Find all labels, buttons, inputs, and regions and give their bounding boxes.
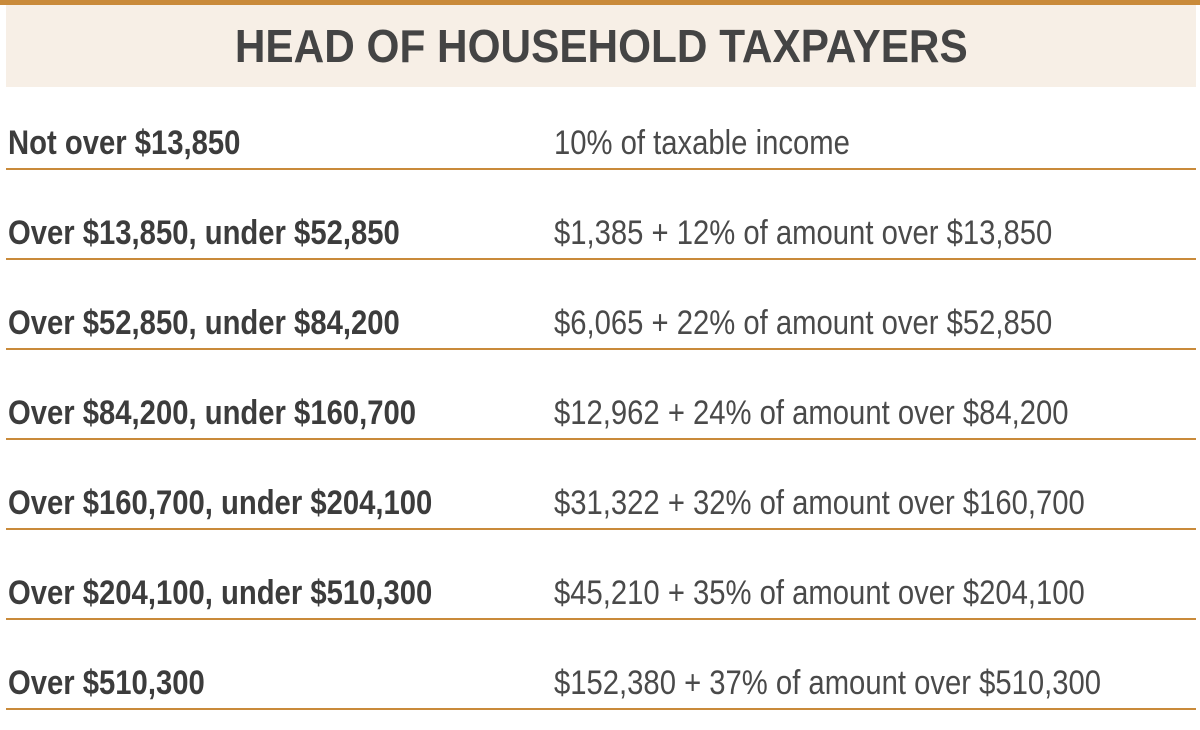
- bracket-range: Over $52,850, under $84,200: [8, 304, 400, 342]
- table-row: Not over $13,850 10% of taxable income: [6, 100, 1196, 190]
- bracket-rate: $31,322 + 32% of amount over $160,700: [554, 484, 1085, 522]
- table-row: Over $52,850, under $84,200 $6,065 + 22%…: [6, 280, 1196, 370]
- table-row: Over $204,100, under $510,300 $45,210 + …: [6, 550, 1196, 640]
- row-divider: [6, 618, 1196, 620]
- bracket-rate: $1,385 + 12% of amount over $13,850: [554, 214, 1053, 252]
- row-divider: [6, 708, 1196, 710]
- bracket-rate: $6,065 + 22% of amount over $52,850: [554, 304, 1053, 342]
- title-band: HEAD OF HOUSEHOLD TAXPAYERS: [6, 5, 1196, 87]
- bracket-range: Over $160,700, under $204,100: [8, 484, 433, 522]
- bracket-range: Over $84,200, under $160,700: [8, 394, 417, 432]
- row-divider: [6, 528, 1196, 530]
- bracket-rate: $45,210 + 35% of amount over $204,100: [554, 574, 1085, 612]
- bracket-rate: $12,962 + 24% of amount over $84,200: [554, 394, 1069, 432]
- row-divider: [6, 348, 1196, 350]
- page-title: HEAD OF HOUSEHOLD TAXPAYERS: [234, 20, 968, 72]
- bracket-rate: $152,380 + 37% of amount over $510,300: [554, 664, 1102, 702]
- table-row: Over $160,700, under $204,100 $31,322 + …: [6, 460, 1196, 550]
- table-row: Over $510,300 $152,380 + 37% of amount o…: [6, 640, 1196, 730]
- top-accent-rule: [0, 0, 1200, 5]
- table-row: Over $84,200, under $160,700 $12,962 + 2…: [6, 370, 1196, 460]
- table-row: Over $13,850, under $52,850 $1,385 + 12%…: [6, 190, 1196, 280]
- bracket-range: Over $13,850, under $52,850: [8, 214, 400, 252]
- tax-bracket-table: Not over $13,850 10% of taxable income O…: [6, 100, 1196, 730]
- row-divider: [6, 168, 1196, 170]
- bracket-range: Not over $13,850: [8, 124, 241, 162]
- row-divider: [6, 438, 1196, 440]
- bracket-rate: 10% of taxable income: [554, 124, 850, 162]
- row-divider: [6, 258, 1196, 260]
- bracket-range: Over $204,100, under $510,300: [8, 574, 433, 612]
- bracket-range: Over $510,300: [8, 664, 205, 702]
